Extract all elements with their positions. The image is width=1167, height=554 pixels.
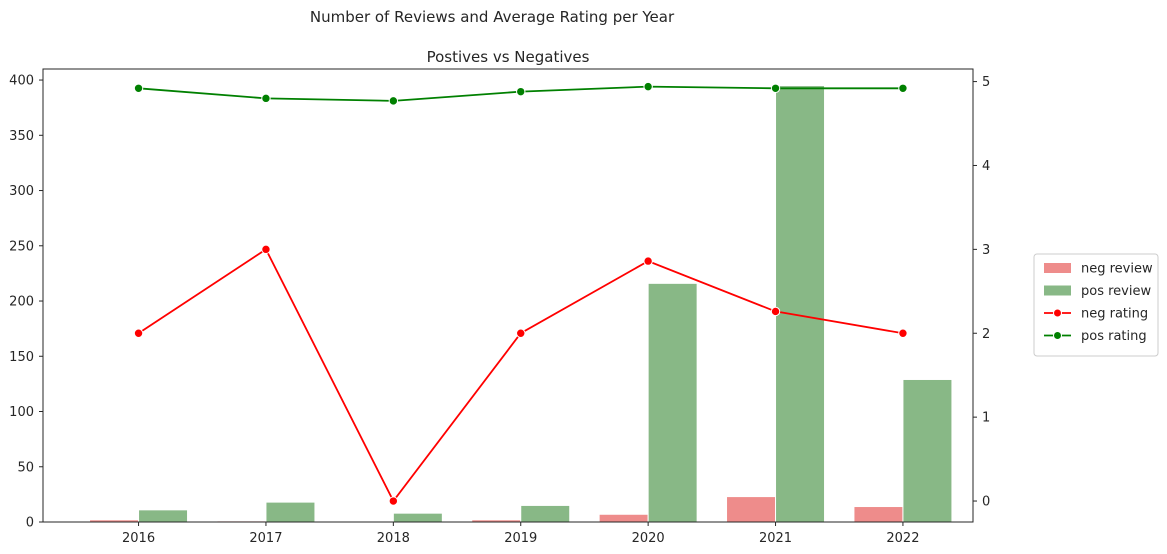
plot-frame bbox=[42, 68, 974, 523]
point-pos-rating-2021 bbox=[770, 83, 781, 93]
x-tick-label-2022: 2022 bbox=[886, 531, 919, 546]
chart-subtitle: Postives vs Negatives bbox=[427, 48, 590, 66]
point-neg-rating-2017 bbox=[261, 244, 271, 255]
right-tick-label-2: 2 bbox=[982, 327, 990, 342]
right-tick-label-1: 1 bbox=[982, 411, 990, 426]
left-tick-label-350: 350 bbox=[9, 129, 34, 144]
x-tick-label-2018: 2018 bbox=[377, 531, 410, 546]
bar-pos-review-2018 bbox=[392, 512, 443, 523]
x-tick-label-2021: 2021 bbox=[759, 531, 792, 546]
legend-swatch-pos-review bbox=[1044, 285, 1071, 296]
legend: neg review pos review neg rating pos rating bbox=[1033, 253, 1159, 357]
right-tick-label-3: 3 bbox=[982, 243, 990, 258]
point-pos-rating-2016 bbox=[133, 83, 144, 93]
right-tick-label-5: 5 bbox=[982, 75, 990, 90]
x-tick-label-2020: 2020 bbox=[632, 531, 665, 546]
right-tick-label-0: 0 bbox=[982, 495, 990, 510]
bar-pos-review-2016 bbox=[138, 509, 189, 523]
bar-neg-review-2021 bbox=[726, 496, 777, 523]
left-tick-label-0: 0 bbox=[26, 516, 34, 531]
left-tick-label-300: 300 bbox=[9, 184, 34, 199]
point-neg-rating-2021 bbox=[770, 306, 781, 317]
left-tick-label-200: 200 bbox=[9, 295, 34, 310]
x-tick-label-2016: 2016 bbox=[122, 531, 155, 546]
point-pos-rating-2017 bbox=[261, 93, 271, 104]
bar-pos-review-2020 bbox=[647, 282, 698, 523]
bar-neg-review-2022 bbox=[853, 506, 904, 523]
left-tick-label-400: 400 bbox=[9, 74, 34, 89]
point-neg-rating-2022 bbox=[898, 328, 908, 338]
bars bbox=[89, 85, 953, 523]
chart-title: Number of Reviews and Average Rating per… bbox=[310, 8, 675, 26]
point-pos-rating-2022 bbox=[898, 83, 908, 93]
legend-marker-pos-rating bbox=[1053, 331, 1062, 340]
legend-label-pos-review: pos review bbox=[1081, 284, 1151, 299]
point-neg-rating-2019 bbox=[516, 328, 526, 338]
point-neg-rating-2018 bbox=[388, 496, 399, 506]
left-tick-label-150: 150 bbox=[9, 350, 34, 365]
point-pos-rating-2020 bbox=[643, 81, 653, 92]
legend-swatch-neg-review bbox=[1044, 263, 1071, 273]
left-tick-label-50: 50 bbox=[17, 460, 34, 475]
legend-label-pos-rating: pos rating bbox=[1081, 329, 1147, 344]
bar-pos-review-2019 bbox=[520, 504, 571, 523]
bar-pos-review-2022 bbox=[902, 378, 953, 523]
right-tick-label-4: 4 bbox=[982, 159, 990, 174]
point-pos-rating-2019 bbox=[516, 86, 526, 97]
point-neg-rating-2016 bbox=[133, 328, 144, 338]
bar-pos-review-2021 bbox=[775, 85, 826, 523]
legend-box bbox=[1033, 253, 1159, 357]
point-pos-rating-2018 bbox=[388, 96, 399, 106]
left-tick-label-100: 100 bbox=[9, 405, 34, 420]
rating-lines bbox=[133, 81, 908, 506]
point-neg-rating-2020 bbox=[643, 256, 653, 266]
plot-background bbox=[43, 69, 973, 522]
legend-label-neg-rating: neg rating bbox=[1081, 307, 1148, 322]
legend-marker-neg-rating bbox=[1053, 308, 1062, 318]
axes: 0 50 100 150 200 250 300 350 400 0 1 2 3 4 5 2016 2017 20… bbox=[9, 68, 990, 546]
bar-pos-review-2017 bbox=[265, 501, 316, 523]
x-tick-label-2019: 2019 bbox=[504, 531, 537, 546]
bar-neg-review-2020 bbox=[598, 513, 649, 523]
x-tick-label-2017: 2017 bbox=[249, 531, 282, 546]
left-tick-label-250: 250 bbox=[9, 239, 34, 254]
legend-label-neg-review: neg review bbox=[1081, 262, 1153, 277]
plot-area bbox=[43, 69, 973, 522]
